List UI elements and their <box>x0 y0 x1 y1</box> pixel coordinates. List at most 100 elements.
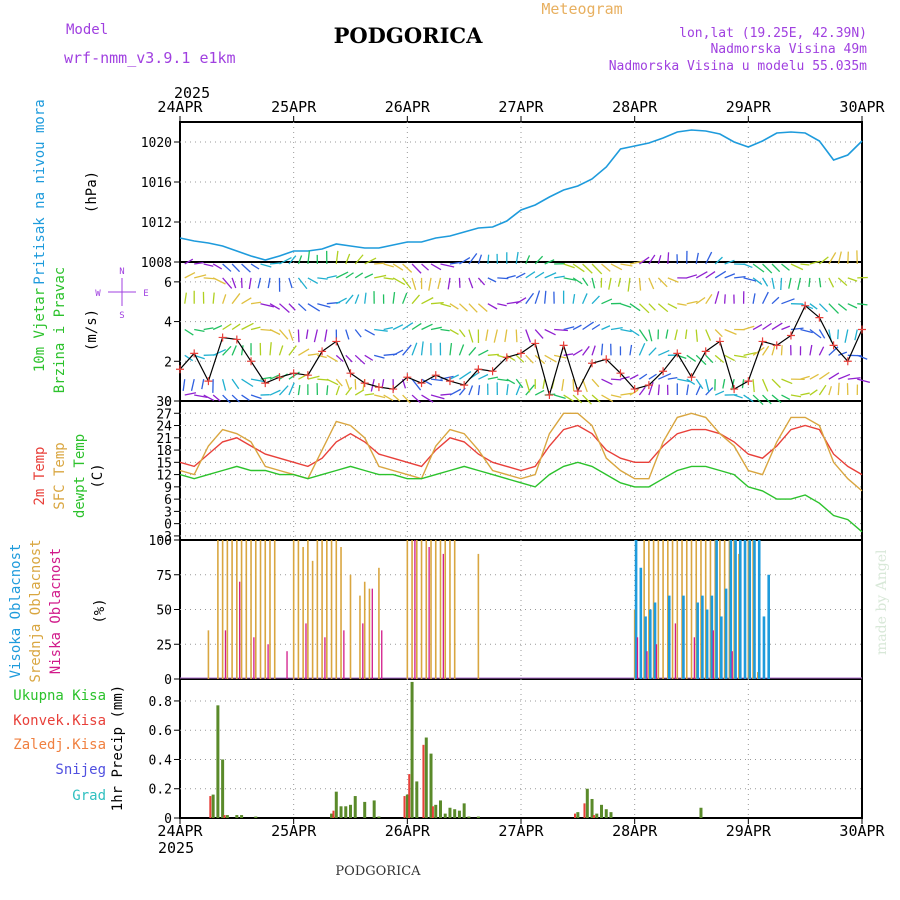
wind-arrow <box>542 379 546 389</box>
wind-arrow <box>818 277 822 288</box>
wind-arrow <box>610 378 622 381</box>
wind-arrow <box>601 378 613 385</box>
wind-arrow <box>487 353 499 356</box>
precip-total-bar <box>372 800 376 818</box>
time-label-top: 25APR <box>271 98 317 116</box>
wind-arrow <box>421 323 433 331</box>
wind-arrow <box>667 377 678 380</box>
wind-speed-marker <box>332 337 341 346</box>
wind-arrow <box>515 385 521 396</box>
wind-arrow <box>563 277 577 281</box>
wind-arrow <box>657 303 669 313</box>
wind-arrow <box>752 324 763 331</box>
wind-arrow <box>610 394 622 398</box>
wind-speed-marker <box>829 341 838 350</box>
y-tick-label: 0.2 <box>149 783 172 798</box>
wind-arrow <box>305 329 309 339</box>
wind-arrow <box>278 329 289 340</box>
y-tick-label: 1020 <box>141 136 172 151</box>
wind-speed-marker <box>559 341 568 350</box>
precip-total-bar <box>576 812 580 818</box>
precip-conv-bar <box>223 815 226 818</box>
wind-arrow <box>591 277 596 289</box>
wind-arrow <box>771 277 775 290</box>
wind-arrow <box>421 297 434 305</box>
wind-arrow <box>629 303 641 312</box>
wind-arrow <box>724 273 736 279</box>
wind-arrow <box>279 303 290 314</box>
wind-arrow <box>665 329 669 339</box>
precip-conv-bar <box>403 796 406 818</box>
wind-speed-marker <box>730 385 739 394</box>
wind-arrow <box>762 345 770 356</box>
y-tick-label: 0.8 <box>149 695 172 710</box>
wind-arrow <box>572 394 583 404</box>
wind-arrow <box>695 384 702 396</box>
wind-arrow <box>515 354 525 363</box>
wind-arrow <box>478 349 489 356</box>
wind-arrow <box>248 277 252 290</box>
wind-arrow <box>374 328 388 332</box>
precip-conv-bar <box>573 813 576 818</box>
wind-arrow <box>345 354 353 363</box>
wind-arrow <box>544 259 555 265</box>
wind-speed-marker <box>303 371 312 380</box>
wind-arrow <box>809 344 813 356</box>
precip-conv-bar <box>583 803 586 818</box>
temp-sfc-axis-title: SFC Temp <box>52 442 68 509</box>
wind-arrow <box>620 263 633 267</box>
wind-arrow <box>345 253 351 265</box>
wind-arrow <box>667 303 678 310</box>
wind-arrow <box>487 277 497 283</box>
time-label-top: 28APR <box>612 98 658 116</box>
wind-arrow <box>761 277 769 287</box>
wind-arrow <box>837 382 840 396</box>
precip-total-bar <box>363 801 367 818</box>
wind-arrow <box>572 379 575 392</box>
wind-arrow <box>771 322 783 331</box>
wind-arrow <box>468 329 474 343</box>
wind-speed-marker <box>858 325 866 334</box>
wind-arrow <box>818 256 829 265</box>
wind-arrow <box>658 349 670 356</box>
wind-arrow <box>297 303 307 312</box>
wind-arrow <box>222 294 227 304</box>
wind-speed-marker <box>758 337 767 346</box>
wind-arrow <box>714 354 725 363</box>
wind-arrow <box>212 292 215 304</box>
y-tick-label: 6 <box>164 276 172 291</box>
time-label-top: 30APR <box>839 98 885 116</box>
wind-arrow <box>828 372 840 380</box>
precip-total-bar <box>443 813 447 818</box>
wind-arrow <box>847 277 858 282</box>
wind-arrow <box>563 394 574 402</box>
wind-arrow <box>288 345 297 356</box>
wind-arrow <box>572 277 583 285</box>
wind-arrow <box>354 294 360 304</box>
wind-speed-marker <box>531 339 540 348</box>
precip-total-bar <box>254 816 258 818</box>
wind-arrow <box>184 258 194 265</box>
y-tick-label: 100 <box>149 534 172 549</box>
wind-arrow <box>677 303 687 306</box>
elevation-label: Nadmorska Visina 49m <box>710 42 867 57</box>
wind-arrow <box>582 345 590 356</box>
y-tick-label: 50 <box>156 604 172 619</box>
wind-arrow <box>364 273 374 279</box>
wind-arrow <box>582 277 589 287</box>
wind-arrow <box>828 303 839 314</box>
wind-arrow <box>449 342 453 356</box>
wind-arrow <box>686 378 696 385</box>
wind-arrow <box>260 263 272 268</box>
wind-arrow <box>250 263 260 270</box>
wind-arrow <box>504 329 508 343</box>
precip-total-bar <box>595 813 599 818</box>
wind-arrow <box>345 294 354 305</box>
wind-arrow <box>714 291 720 304</box>
wind-arrow <box>686 384 690 396</box>
wind-arrow <box>857 354 868 360</box>
wind-arrow <box>497 303 507 307</box>
meteogram-subtitle: Meteogram <box>541 0 622 18</box>
wind-arrow <box>240 345 244 356</box>
